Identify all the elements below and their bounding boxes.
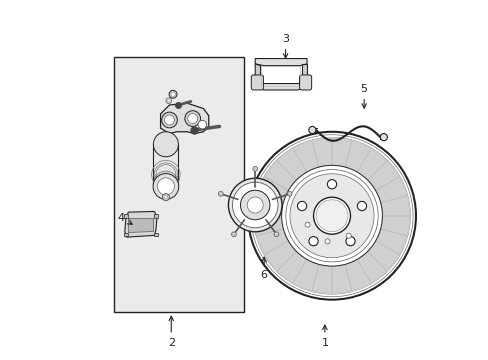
Circle shape (273, 232, 278, 237)
Bar (153, 144, 178, 184)
Circle shape (169, 90, 177, 98)
Circle shape (184, 111, 200, 126)
Text: 4: 4 (118, 212, 132, 224)
Polygon shape (257, 84, 305, 90)
Bar (124, 233, 127, 236)
Circle shape (252, 166, 257, 171)
Circle shape (281, 165, 382, 266)
Circle shape (164, 115, 174, 125)
Bar (154, 214, 158, 217)
Circle shape (289, 174, 373, 258)
Circle shape (162, 194, 169, 201)
Circle shape (162, 112, 177, 128)
Text: 1: 1 (321, 325, 328, 347)
Polygon shape (255, 59, 306, 66)
Circle shape (325, 239, 329, 244)
Circle shape (297, 201, 306, 211)
Circle shape (315, 200, 347, 232)
Circle shape (218, 192, 223, 196)
FancyBboxPatch shape (251, 75, 263, 90)
Bar (114, 57, 244, 312)
Text: 6: 6 (260, 257, 267, 280)
Circle shape (153, 132, 178, 157)
Circle shape (357, 201, 366, 211)
Circle shape (286, 192, 291, 196)
Polygon shape (301, 64, 306, 88)
Circle shape (171, 92, 175, 96)
Polygon shape (124, 211, 157, 237)
Circle shape (346, 233, 350, 238)
Circle shape (165, 98, 171, 104)
Circle shape (308, 126, 315, 134)
Circle shape (198, 120, 206, 129)
Polygon shape (160, 103, 208, 134)
Polygon shape (128, 218, 153, 232)
Circle shape (247, 132, 415, 300)
Text: 5: 5 (360, 84, 367, 108)
Circle shape (228, 178, 282, 232)
Text: 2: 2 (167, 316, 175, 347)
Text: 3: 3 (282, 34, 288, 58)
Circle shape (167, 99, 170, 102)
Circle shape (345, 237, 354, 246)
Circle shape (157, 178, 174, 195)
Circle shape (327, 180, 336, 189)
Circle shape (153, 171, 178, 196)
Circle shape (164, 195, 167, 199)
Circle shape (240, 190, 269, 220)
Circle shape (246, 197, 263, 213)
Circle shape (153, 174, 179, 199)
Circle shape (313, 197, 350, 234)
Circle shape (231, 232, 236, 237)
Bar (253, 53, 308, 93)
FancyBboxPatch shape (299, 75, 311, 90)
Circle shape (308, 237, 318, 246)
Circle shape (232, 182, 277, 228)
Polygon shape (255, 64, 260, 88)
Bar (154, 233, 158, 236)
Circle shape (380, 134, 386, 141)
Circle shape (305, 222, 309, 227)
Circle shape (187, 113, 197, 123)
Bar (124, 214, 127, 217)
